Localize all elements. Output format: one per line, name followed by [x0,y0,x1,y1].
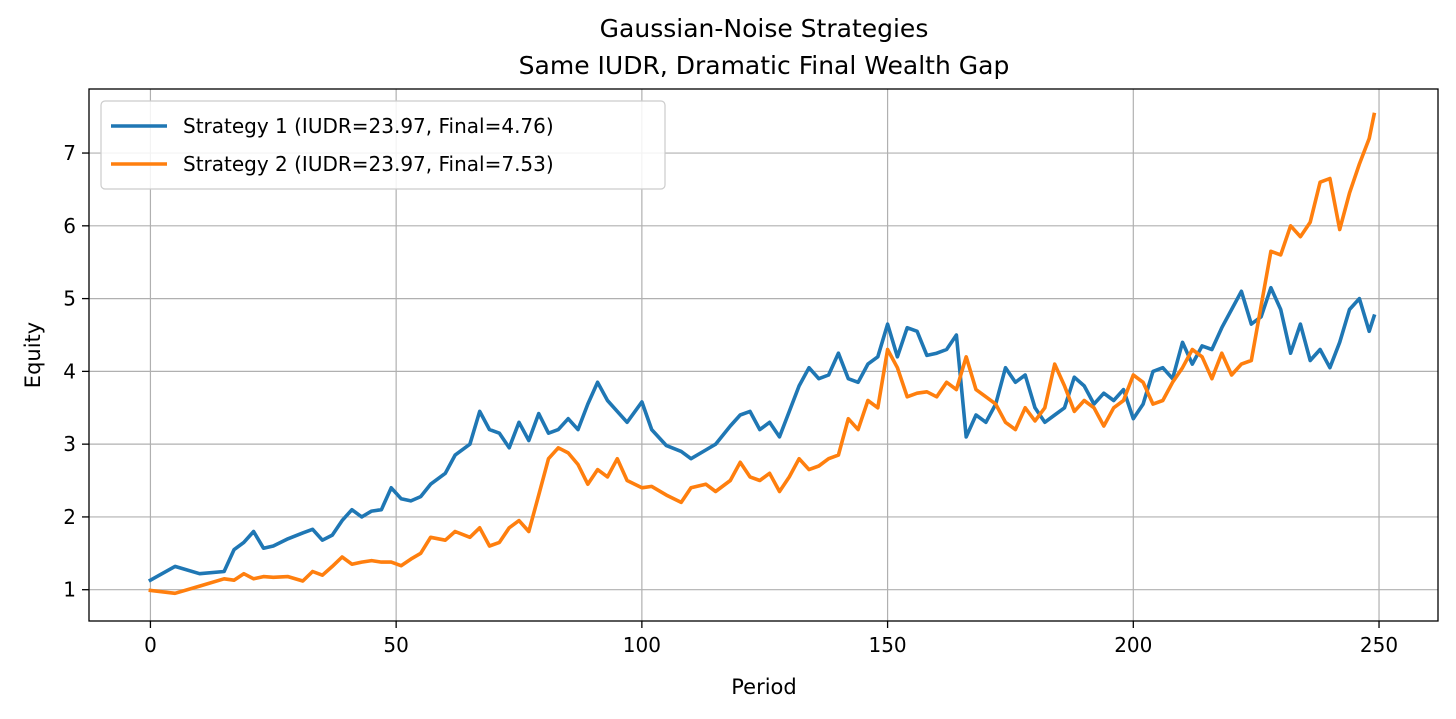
axis-ticks: 0 50 100 150 200 250 1 2 3 4 5 6 7 [63,141,1398,657]
y-tick-label: 6 [63,214,76,238]
x-tick-label: 250 [1360,633,1398,657]
x-axis-label: Period [731,675,796,699]
chart-title: Gaussian-Noise Strategies [600,14,929,43]
y-tick-label: 4 [63,359,76,383]
series-line-strategy-1 [147,285,1377,583]
y-tick-label: 2 [63,505,76,529]
y-tick-label: 7 [63,141,76,165]
y-axis-label: Equity [21,322,45,388]
plot-frame [88,88,1439,622]
y-tick-label: 1 [63,578,76,602]
x-tick-label: 100 [623,633,661,657]
chart-subtitle: Same IUDR, Dramatic Final Wealth Gap [519,51,1010,80]
legend-label-strategy-2: Strategy 2 (IUDR=23.97, Final=7.53) [183,152,554,176]
series-line-strategy-2 [148,112,1377,596]
y-tick-label: 5 [63,287,76,311]
x-tick-label: 50 [383,633,408,657]
x-tick-label: 0 [144,633,157,657]
legend-box [100,100,666,190]
legend-label-strategy-1: Strategy 1 (IUDR=23.97, Final=4.76) [183,114,554,138]
legend: Strategy 1 (IUDR=23.97, Final=4.76) Stra… [100,100,666,190]
x-tick-label: 200 [1114,633,1152,657]
y-tick-label: 3 [63,432,76,456]
x-tick-label: 150 [868,633,906,657]
series-lines [147,112,1377,596]
